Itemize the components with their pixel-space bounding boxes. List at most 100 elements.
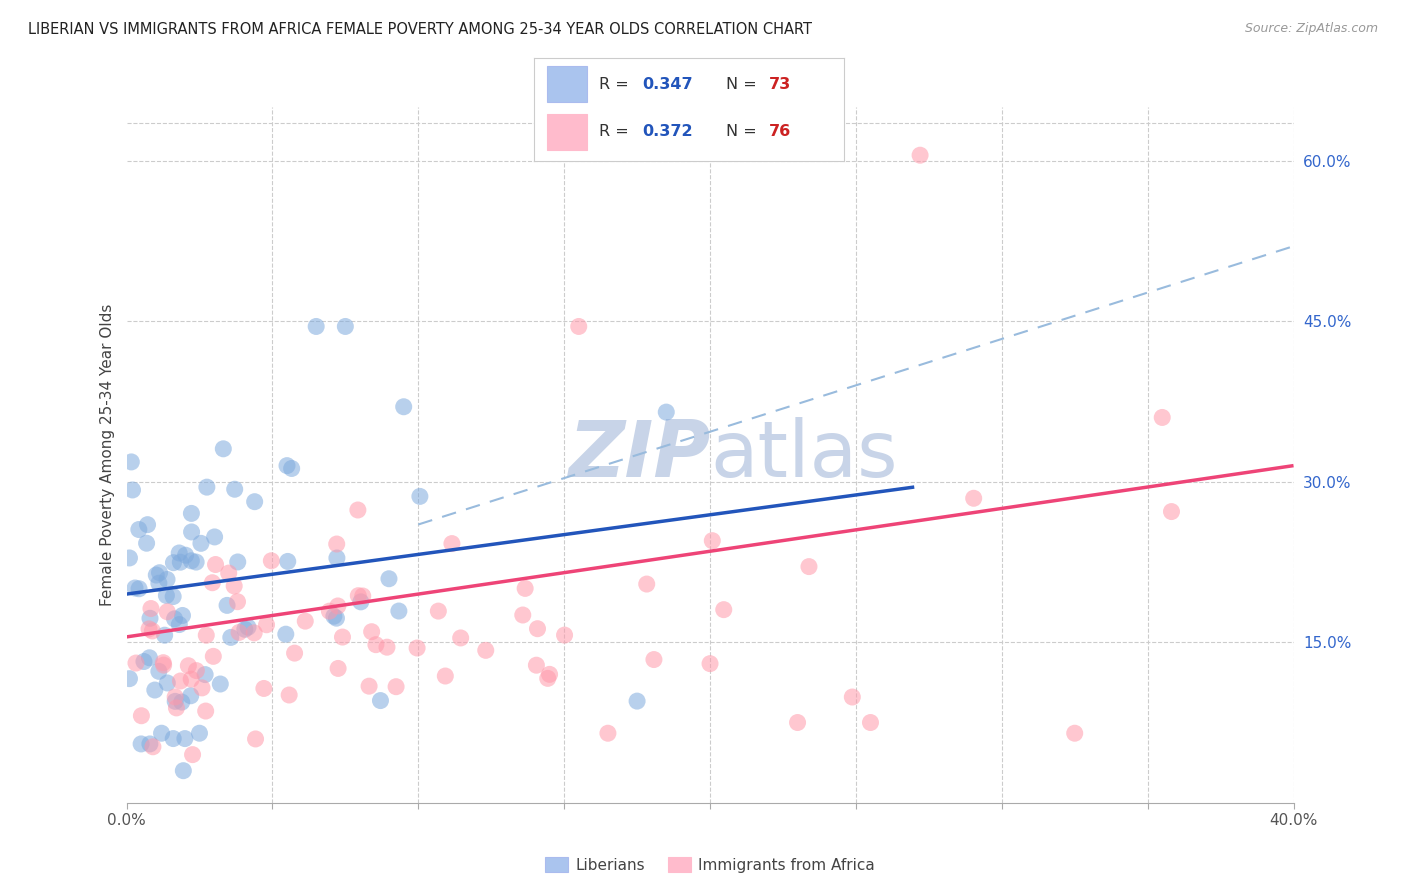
- Point: [702, 533, 724, 548]
- Point: [326, 551, 349, 566]
- Point: [180, 507, 202, 521]
- Text: LIBERIAN VS IMMIGRANTS FROM AFRICA FEMALE POVERTY AMONG 25-34 YEAR OLDS CORRELAT: LIBERIAN VS IMMIGRANTS FROM AFRICA FEMAL…: [28, 22, 813, 37]
- Legend: Liberians, Immigrants from Africa: Liberians, Immigrants from Africa: [538, 850, 882, 879]
- Point: [219, 631, 242, 645]
- Point: [124, 581, 146, 595]
- Text: atlas: atlas: [710, 417, 897, 493]
- Point: [294, 614, 316, 628]
- Point: [360, 624, 382, 639]
- Point: [162, 731, 184, 746]
- Bar: [547, 66, 586, 102]
- Point: [859, 715, 882, 730]
- Point: [1152, 410, 1174, 425]
- Point: [118, 551, 141, 566]
- Point: [138, 622, 160, 636]
- Point: [253, 681, 276, 696]
- Point: [167, 546, 190, 560]
- Point: [180, 554, 202, 568]
- Point: [596, 726, 619, 740]
- Point: [201, 575, 224, 590]
- Point: [148, 665, 170, 679]
- Text: 0.347: 0.347: [643, 77, 693, 92]
- Point: [139, 601, 162, 615]
- Point: [370, 693, 392, 707]
- Point: [318, 604, 340, 618]
- Text: 0.372: 0.372: [643, 124, 693, 139]
- Point: [202, 649, 225, 664]
- Point: [180, 689, 202, 703]
- Point: [195, 628, 218, 642]
- Point: [128, 582, 150, 596]
- Point: [434, 669, 457, 683]
- Point: [132, 655, 155, 669]
- Point: [195, 480, 218, 494]
- Point: [332, 630, 354, 644]
- Point: [153, 628, 176, 642]
- Point: [908, 148, 931, 162]
- Point: [841, 690, 863, 704]
- Point: [145, 568, 167, 582]
- Y-axis label: Female Poverty Among 25-34 Year Olds: Female Poverty Among 25-34 Year Olds: [100, 304, 115, 606]
- Point: [180, 672, 202, 686]
- Point: [184, 555, 207, 569]
- Point: [139, 737, 162, 751]
- Point: [163, 612, 186, 626]
- Point: [226, 595, 249, 609]
- Point: [325, 537, 347, 551]
- Point: [643, 652, 665, 666]
- Point: [537, 672, 560, 686]
- Point: [152, 658, 174, 673]
- Point: [162, 590, 184, 604]
- Point: [170, 695, 193, 709]
- Point: [385, 680, 408, 694]
- Point: [142, 739, 165, 754]
- Point: [194, 704, 217, 718]
- Point: [326, 661, 349, 675]
- Point: [1160, 505, 1182, 519]
- Point: [181, 747, 204, 762]
- Point: [224, 482, 246, 496]
- Point: [156, 676, 179, 690]
- Point: [165, 701, 187, 715]
- Point: [636, 577, 658, 591]
- Point: [392, 400, 415, 414]
- Point: [135, 536, 157, 550]
- Point: [156, 605, 179, 619]
- Point: [243, 625, 266, 640]
- Point: [963, 491, 986, 506]
- Point: [243, 494, 266, 508]
- Point: [228, 625, 250, 640]
- Point: [120, 455, 142, 469]
- Point: [538, 667, 561, 681]
- Point: [378, 572, 401, 586]
- Point: [256, 617, 278, 632]
- Text: ZIP: ZIP: [568, 417, 710, 493]
- Text: 76: 76: [769, 124, 792, 139]
- Point: [375, 640, 398, 655]
- Point: [359, 679, 381, 693]
- Point: [335, 319, 357, 334]
- Point: [326, 599, 349, 613]
- Point: [174, 731, 197, 746]
- Point: [427, 604, 450, 618]
- Point: [655, 405, 678, 419]
- Point: [191, 681, 214, 695]
- Point: [1063, 726, 1085, 740]
- Point: [190, 536, 212, 550]
- Point: [352, 589, 374, 603]
- Point: [165, 694, 187, 708]
- Point: [125, 656, 148, 670]
- Point: [260, 554, 283, 568]
- Point: [204, 530, 226, 544]
- Point: [554, 628, 576, 642]
- Point: [121, 483, 143, 497]
- Point: [150, 726, 173, 740]
- Point: [129, 737, 152, 751]
- Point: [138, 650, 160, 665]
- Point: [388, 604, 411, 618]
- Point: [186, 664, 208, 678]
- Point: [194, 667, 217, 681]
- Point: [364, 638, 387, 652]
- Point: [215, 599, 238, 613]
- Point: [236, 620, 259, 634]
